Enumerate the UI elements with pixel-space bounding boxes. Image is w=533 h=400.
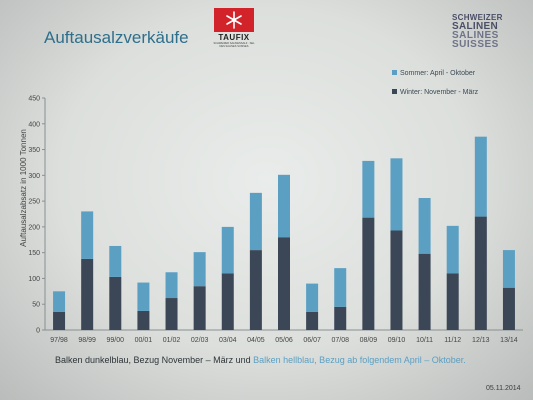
x-tick-label: 13/14	[500, 337, 518, 344]
x-tick-label: 10/11	[416, 337, 433, 344]
bar-sommer-04-05	[249, 192, 262, 251]
bar-winter-99-00	[109, 276, 122, 330]
company-line-2: SALINEN	[452, 21, 498, 32]
bar-winter-10-11	[418, 253, 431, 330]
taufix-logo: TAUFIX SCHWEIZER SALINENSALZ · SEL DES S…	[212, 8, 256, 48]
bar-sommer-11-12	[446, 225, 459, 274]
bar-sommer-02-03	[193, 252, 206, 287]
bar-winter-05-06	[278, 237, 290, 330]
x-tick-label: 00/01	[135, 337, 153, 344]
company-line-3: SALINES	[452, 30, 499, 41]
x-tick-label: 11/12	[444, 337, 461, 344]
bar-winter-08-09	[362, 217, 375, 330]
bar-winter-11-12	[446, 273, 459, 330]
y-tick-label: 400	[28, 121, 40, 128]
bar-sommer-99-00	[109, 245, 122, 277]
company-logo: SCHWEIZER SALINEN SALINES SUISSES	[452, 13, 514, 50]
bar-winter-03-04	[221, 273, 234, 330]
bar-winter-98-99	[81, 258, 94, 330]
bar-winter-97-98	[53, 311, 66, 330]
slide-date: 05.11.2014	[486, 385, 521, 392]
y-axis: 0 50 100 150 200 250 300 350 400 450	[28, 96, 523, 335]
x-tick-label: 05/06	[275, 337, 293, 344]
legend-item-sommer: Sommer: April - Oktober	[392, 70, 475, 77]
bar-sommer-13-14	[502, 250, 515, 288]
slide-title: Auftausalzverkäufe	[44, 28, 189, 47]
bars-group	[53, 136, 515, 330]
bar-winter-06-07	[306, 311, 319, 330]
bar-sommer-07-08	[334, 268, 347, 307]
y-tick-label: 50	[32, 302, 40, 309]
bar-winter-04-05	[249, 250, 262, 330]
y-tick-label: 200	[28, 224, 40, 231]
bar-winter-01-02	[165, 298, 178, 330]
y-tick-label: 0	[36, 328, 40, 335]
x-tick-label: 12/13	[472, 337, 490, 344]
bar-sommer-10-11	[418, 198, 431, 254]
brand-subtitle: SCHWEIZER SALINENSALZ · SEL DES SALINES …	[213, 42, 255, 48]
caption-dark: Balken dunkelblau, Bezug November – März…	[55, 355, 251, 365]
legend-item-winter: Winter: November - März	[392, 89, 478, 96]
bar-winter-13-14	[502, 287, 515, 330]
y-tick-label: 150	[28, 250, 40, 257]
x-tick-label: 02/03	[191, 337, 209, 344]
company-line-1: SCHWEIZER	[452, 13, 503, 22]
caption-light: Balken hellblau, Bezug ab folgendem Apri…	[253, 355, 466, 365]
x-tick-label: 07/08	[331, 337, 349, 344]
x-tick-label: 99/00	[107, 337, 125, 344]
brand-name: TAUFIX	[218, 33, 250, 42]
bar-sommer-12-13	[474, 136, 487, 217]
bar-winter-07-08	[334, 306, 347, 330]
bar-sommer-00-01	[137, 282, 150, 311]
bar-sommer-05-06	[278, 174, 290, 238]
bar-sommer-01-02	[165, 272, 178, 299]
y-tick-label: 300	[28, 173, 40, 180]
y-tick-label: 450	[28, 96, 40, 103]
bar-sommer-97-98	[53, 291, 66, 312]
bar-sommer-98-99	[81, 211, 94, 259]
bar-sommer-09-10	[390, 158, 403, 231]
y-tick-label: 250	[28, 199, 40, 206]
legend-swatch-winter	[392, 89, 397, 94]
x-tick-label: 06/07	[303, 337, 321, 344]
company-line-4: SUISSES	[452, 39, 499, 50]
bar-sommer-03-04	[221, 226, 234, 274]
bar-winter-00-01	[137, 310, 150, 330]
bar-winter-12-13	[474, 216, 487, 330]
x-tick-label: 98/99	[78, 337, 96, 344]
chart-caption: Balken dunkelblau, Bezug November – März…	[55, 355, 515, 365]
x-tick-label: 04/05	[247, 337, 265, 344]
bar-sommer-06-07	[306, 283, 319, 312]
legend-swatch-sommer	[392, 70, 397, 75]
bar-winter-09-10	[390, 230, 403, 330]
y-tick-label: 350	[28, 147, 40, 154]
y-tick-label: 100	[28, 276, 40, 283]
legend-label-winter: Winter: November - März	[400, 89, 479, 96]
bar-sommer-08-09	[362, 160, 375, 218]
x-tick-label: 97/98	[50, 337, 68, 344]
swiss-snowflake-icon	[214, 8, 254, 32]
bar-winter-02-03	[193, 286, 206, 330]
legend-label-sommer: Sommer: April - Oktober	[400, 70, 476, 77]
x-tick-label: 09/10	[388, 337, 406, 344]
x-tick-label: 08/09	[360, 337, 378, 344]
x-tick-label: 01/02	[163, 337, 181, 344]
x-axis: 97/98 98/99 99/00 00/01 01/02 02/03 03/04 04/05…	[50, 337, 518, 344]
x-tick-label: 03/04	[219, 337, 237, 344]
y-axis-label: Auftausalzabsatz in 1000 Tonnen	[19, 129, 28, 247]
